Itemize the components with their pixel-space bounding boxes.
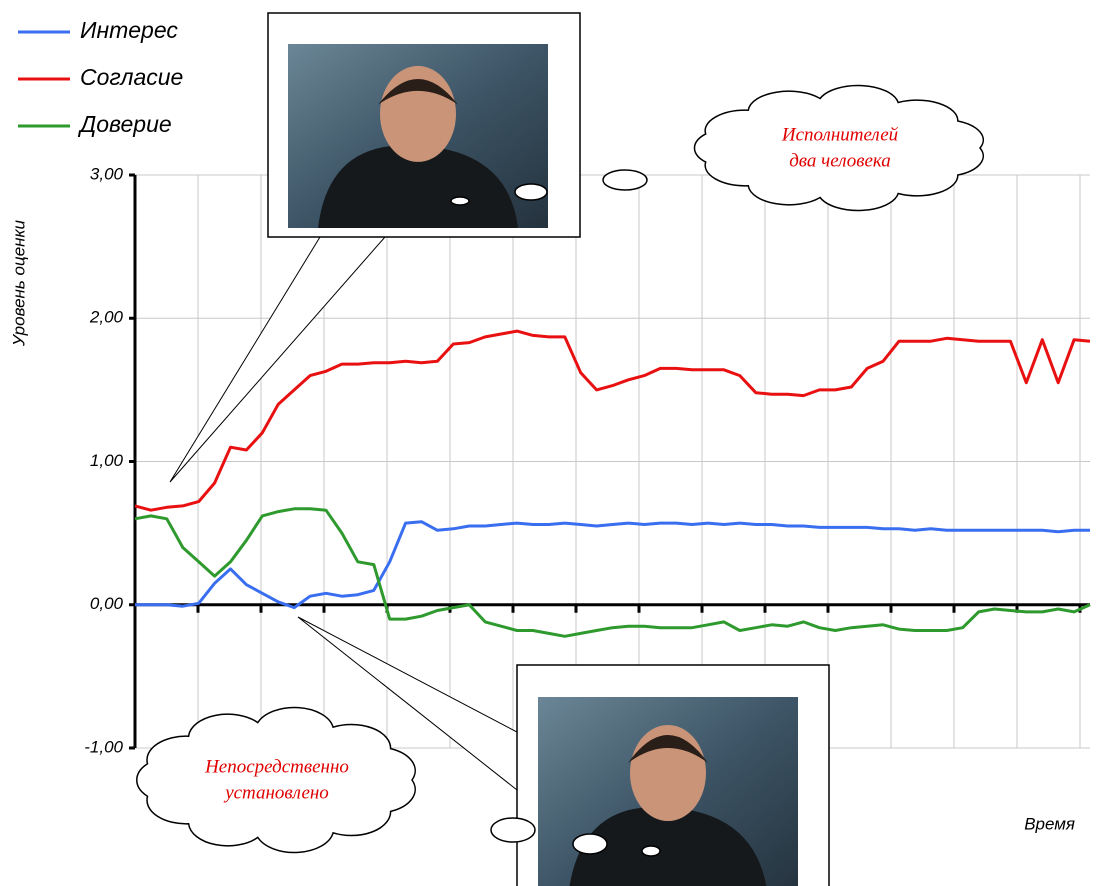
y-axis-label: Уровень оценки bbox=[9, 219, 28, 347]
y-tick-label: 2,00 bbox=[89, 308, 124, 327]
legend-label: Согласие bbox=[80, 64, 183, 90]
callout-pointer bbox=[169, 236, 387, 483]
thought-bubble bbox=[514, 183, 548, 201]
y-tick-label: 1,00 bbox=[90, 451, 124, 470]
y-tick-label: 0,00 bbox=[90, 594, 124, 613]
photo-person bbox=[569, 807, 767, 886]
thought-bubble bbox=[450, 196, 470, 206]
y-tick-label: 3,00 bbox=[90, 164, 124, 183]
annotation: Исполнителей bbox=[781, 124, 899, 145]
thought-bubble bbox=[602, 169, 648, 191]
thought-bubble bbox=[490, 817, 536, 843]
thought-bubble bbox=[641, 845, 661, 857]
thought-cloud bbox=[136, 706, 416, 854]
thought-cloud bbox=[693, 84, 984, 212]
annotation: Непосредственно bbox=[204, 756, 349, 777]
series-line bbox=[134, 329, 1091, 512]
photo-hair bbox=[378, 78, 458, 105]
thought-bubble bbox=[572, 833, 608, 855]
y-tick-label: -1,00 bbox=[84, 737, 123, 756]
legend-label: Интерес bbox=[80, 17, 178, 43]
series-line bbox=[134, 507, 1091, 638]
series-line bbox=[135, 520, 1090, 610]
annotation: два человека bbox=[789, 150, 891, 171]
legend-label: Доверие bbox=[77, 111, 172, 137]
photo-person bbox=[318, 145, 518, 228]
x-axis-label: Время bbox=[1024, 814, 1075, 833]
annotation: установлено bbox=[223, 782, 329, 803]
photo-hair bbox=[628, 735, 708, 763]
